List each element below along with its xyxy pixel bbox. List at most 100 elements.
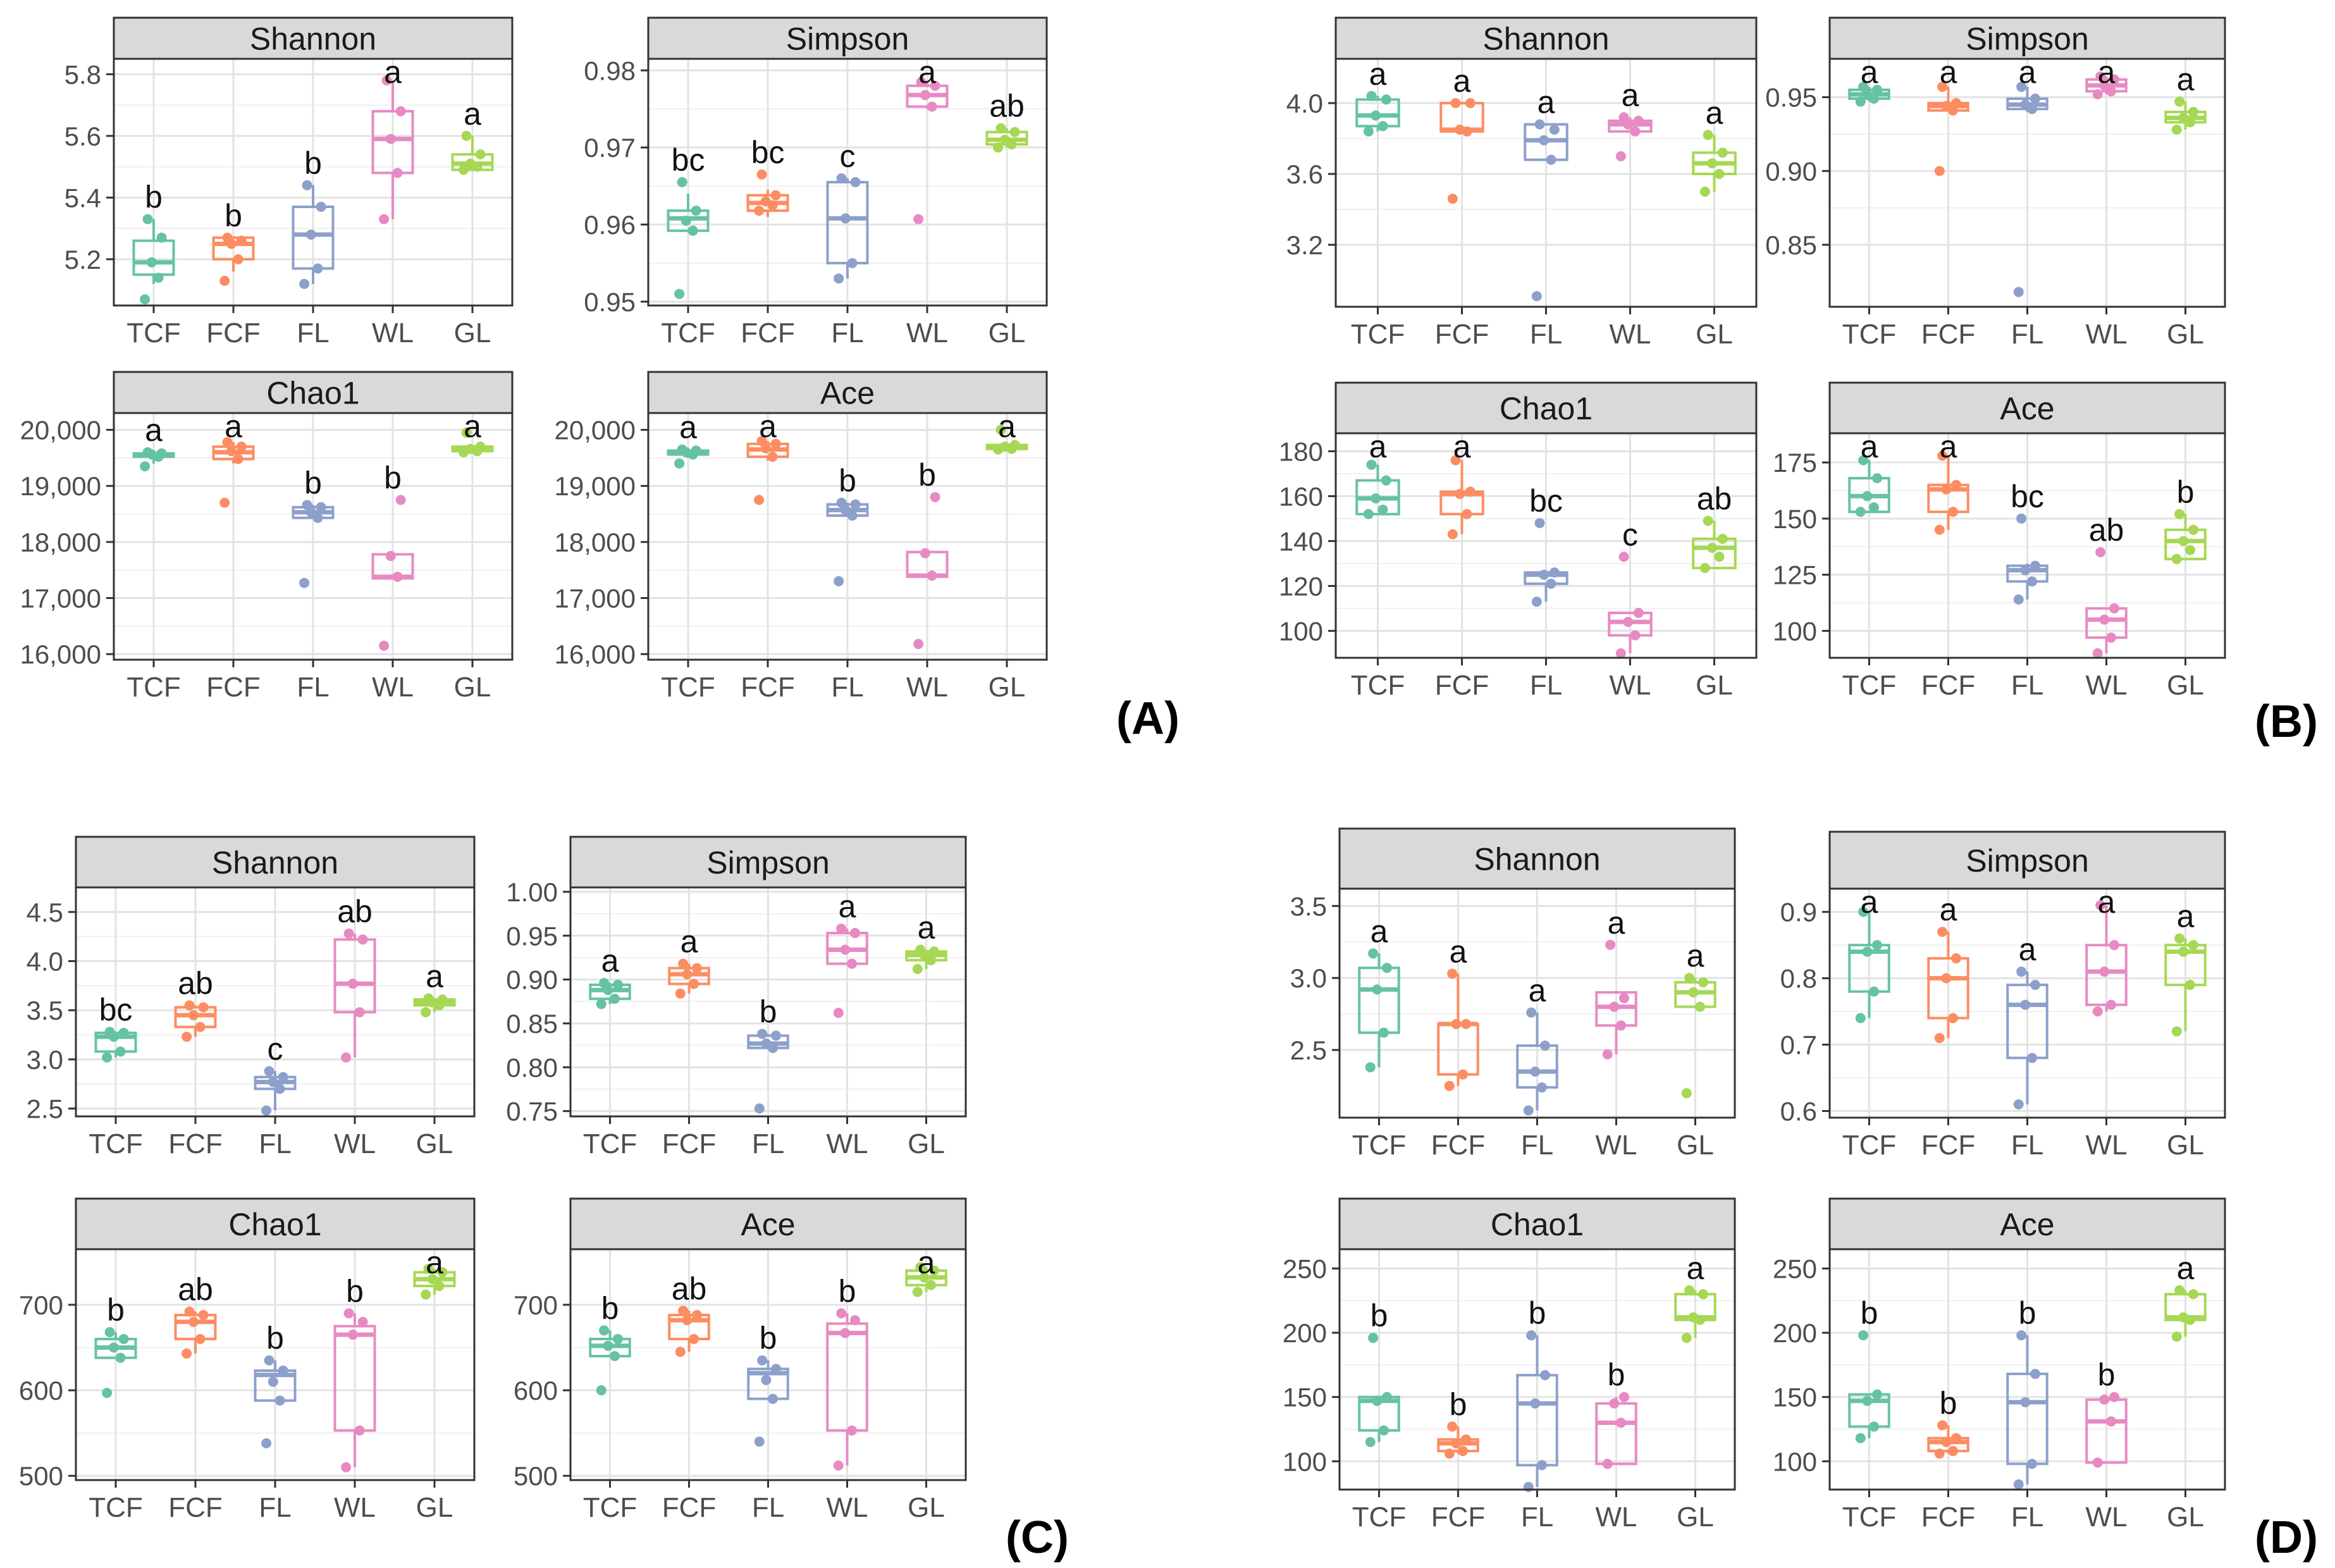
data-point-fl (268, 1376, 278, 1387)
data-point-tcf (599, 978, 610, 989)
significance-letter: b (839, 1273, 856, 1309)
data-point-fl (2013, 1479, 2024, 1490)
data-point-fcf (678, 1306, 689, 1316)
data-point-tcf (1382, 1392, 1392, 1402)
data-point-tcf (104, 1327, 115, 1338)
data-point-tcf (140, 461, 151, 472)
data-point-fcf (1447, 1421, 1458, 1432)
data-point-tcf (610, 994, 620, 1004)
x-tick-label: FCF (1435, 670, 1489, 701)
data-point-fl (2020, 1397, 2031, 1407)
y-tick-label: 20,000 (20, 416, 101, 445)
y-tick-label: 100 (1279, 616, 1323, 646)
data-point-fl (847, 510, 858, 521)
data-point-wl (392, 168, 403, 178)
data-point-fcf (1948, 1013, 1958, 1023)
data-point-fl (836, 173, 847, 183)
data-point-fcf (1451, 1019, 1462, 1030)
data-point-gl (2178, 113, 2189, 123)
y-tick-label: 0.80 (506, 1053, 558, 1082)
y-tick-label: 160 (1279, 481, 1323, 511)
data-point-wl (1602, 1049, 1613, 1059)
x-tick-label: FCF (168, 1128, 223, 1159)
data-point-fl (2016, 513, 2027, 524)
x-tick-label: WL (906, 318, 948, 349)
data-point-tcf (1862, 491, 1873, 502)
data-point-gl (915, 944, 926, 955)
data-point-tcf (603, 1340, 613, 1351)
data-point-tcf (1872, 473, 1882, 483)
panel-border (113, 58, 514, 307)
facet-strip (75, 1197, 476, 1250)
data-point-fl (836, 497, 847, 508)
data-point-fl (305, 229, 316, 240)
data-point-wl (927, 101, 937, 112)
x-tick-label: FL (1521, 1130, 1553, 1161)
x-tick-label: GL (1696, 319, 1733, 350)
significance-letter: b (601, 1290, 619, 1326)
data-point-gl (1698, 1289, 1708, 1300)
significance-letter: b (304, 465, 322, 500)
significance-letter: c (268, 1032, 283, 1067)
y-tick-label: 600 (19, 1376, 63, 1405)
data-point-wl (920, 90, 930, 101)
data-point-wl (381, 75, 392, 86)
x-tick-label: GL (416, 1492, 453, 1523)
y-tick-label: 3.0 (1290, 963, 1327, 993)
data-point-fl (2027, 576, 2037, 587)
data-point-fl (2030, 560, 2040, 571)
y-tick-label: 150 (1283, 1383, 1327, 1412)
significance-letter: b (918, 457, 936, 493)
x-tick-label: WL (1596, 1502, 1637, 1533)
data-point-wl (343, 1308, 354, 1319)
data-point-tcf (1872, 1389, 1882, 1400)
data-point-wl (2106, 999, 2116, 1010)
data-point-fl (768, 1393, 778, 1404)
data-point-fl (1539, 135, 1549, 145)
significance-letter: a (918, 1245, 935, 1280)
facet-strip (1828, 16, 2226, 60)
significance-letter: a (426, 959, 443, 994)
significance-letter: ab (178, 1272, 213, 1307)
data-point-gl (915, 1262, 926, 1273)
significance-letter: a (679, 410, 697, 445)
significance-letter: b (107, 1292, 125, 1328)
x-tick-label: TCF (583, 1128, 638, 1159)
facet-title: Chao1 (1491, 1207, 1584, 1242)
data-point-wl (341, 1052, 352, 1063)
data-point-fl (274, 1083, 285, 1094)
data-point-gl (912, 1287, 923, 1297)
data-point-fl (264, 1355, 274, 1366)
data-point-wl (927, 571, 937, 581)
facet-c-ace: Ace 500 600 700 TCF FCF FL WL GL b ab b b a (514, 1197, 967, 1523)
panel-border (75, 1248, 476, 1481)
data-point-gl (475, 441, 486, 452)
y-tick-label: 3.0 (27, 1045, 63, 1075)
data-point-fcf (678, 958, 689, 969)
x-tick-label: TCF (1842, 319, 1897, 350)
significance-letter: a (2019, 54, 2036, 90)
data-point-tcf (1366, 90, 1377, 101)
y-tick-label: 500 (514, 1461, 558, 1491)
y-tick-label: 0.8 (1780, 964, 1817, 994)
data-point-wl (357, 934, 368, 945)
facet-d-chao1: Chao1 100 150 200 250 TCF FCF FL WL GL b b b b a (1283, 1197, 1736, 1533)
significance-letter: a (1940, 892, 1957, 927)
significance-letter: b (1450, 1386, 1467, 1422)
data-point-gl (1695, 1001, 1705, 1012)
data-point-tcf (142, 214, 153, 225)
x-tick-label: FCF (662, 1492, 717, 1523)
data-point-fl (761, 1374, 772, 1385)
data-point-wl (2109, 1392, 2119, 1402)
data-point-fcf (184, 1000, 195, 1011)
significance-letter: ab (2089, 512, 2124, 548)
significance-letter: b (225, 198, 242, 233)
x-tick-label: FL (1521, 1502, 1553, 1533)
data-point-fl (771, 1030, 781, 1041)
data-point-wl (2095, 900, 2106, 911)
data-point-wl (2092, 648, 2103, 658)
facet-title: Ace (820, 376, 875, 411)
data-point-fl (1534, 119, 1545, 130)
panel-label-d: (D) (2255, 1512, 2318, 1563)
